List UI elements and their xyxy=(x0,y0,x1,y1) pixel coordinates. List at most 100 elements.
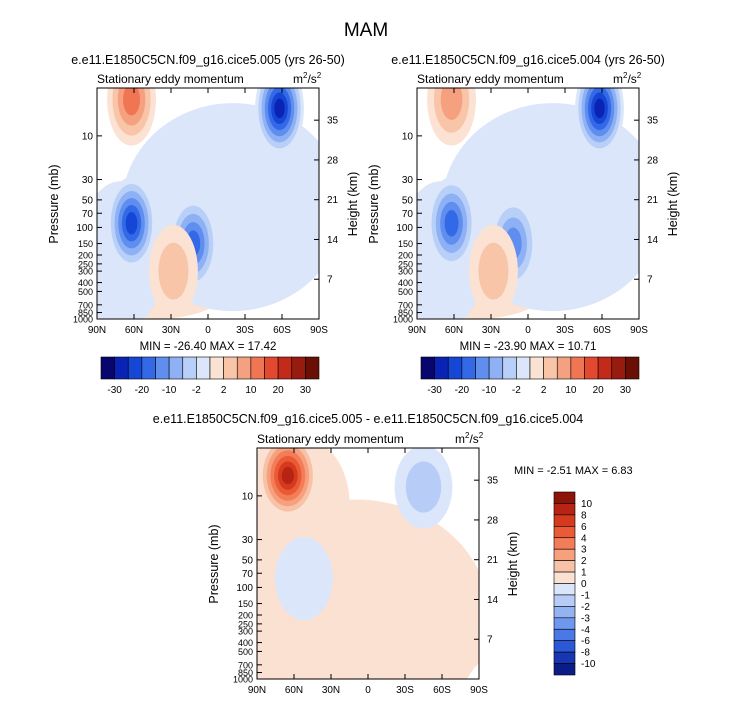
colorbar-label: 10 xyxy=(245,385,257,396)
pressure-tick-label: 100 xyxy=(236,583,253,594)
colorbar-label: -10 xyxy=(581,659,596,670)
variable-label: Stationary eddy momentum xyxy=(417,72,564,86)
x-tick-label: 60S xyxy=(433,685,451,696)
contour-level xyxy=(431,589,479,673)
colorbar-label: 2 xyxy=(581,556,587,567)
colorbar-swatch xyxy=(168,356,184,380)
case-title: e.e11.E1850C5CN.f09_g16.cice5.004 (yrs 2… xyxy=(391,53,665,67)
x-tick-label: 30N xyxy=(482,325,500,336)
contour-level xyxy=(158,242,189,300)
pressure-tick-label: 500 xyxy=(78,287,93,297)
height-tick-label: 28 xyxy=(327,155,339,166)
x-tick-label: 60N xyxy=(125,325,143,336)
colorbar-label: 3 xyxy=(581,545,587,556)
pressure-tick-label: 850 xyxy=(398,308,413,318)
min-max-stats: MIN = -23.90 MAX = 10.71 xyxy=(460,341,597,353)
colorbar-swatch xyxy=(502,356,517,380)
pressure-tick-label: 100 xyxy=(396,223,413,234)
colorbar-label: 10 xyxy=(581,499,593,510)
pressure-tick-label: 150 xyxy=(238,599,253,609)
colorbar-swatch xyxy=(553,594,576,607)
colorbar-swatch xyxy=(127,356,143,380)
height-tick-label: 21 xyxy=(327,195,339,206)
colorbar-swatch xyxy=(553,663,576,676)
pressure-tick-label: 1000 xyxy=(233,675,253,685)
x-tick-label: 90N xyxy=(248,685,266,696)
pressure-tick-label: 30 xyxy=(402,175,414,186)
colorbar-label: -10 xyxy=(482,385,497,396)
colorbar-label: -4 xyxy=(581,625,590,636)
height-tick-label: 35 xyxy=(487,476,499,487)
colorbar-swatch xyxy=(553,560,576,573)
variable-label: Stationary eddy momentum xyxy=(97,72,244,86)
height-tick-label: 28 xyxy=(647,155,659,166)
panel-top-left: e.e11.E1850C5CN.f09_g16.cice5.005 (yrs 2… xyxy=(47,53,360,396)
height-tick-label: 21 xyxy=(647,195,659,206)
contour-level xyxy=(478,242,509,300)
colorbar-label: 4 xyxy=(581,533,587,544)
x-tick-label: 30S xyxy=(236,325,254,336)
pressure-tick-label: 1000 xyxy=(393,315,413,325)
pressure-tick-label: 30 xyxy=(242,535,254,546)
colorbar-label: 1 xyxy=(581,568,587,579)
pressure-tick-label: 400 xyxy=(78,278,93,288)
colorbar-label: 10 xyxy=(565,385,577,396)
x-tick-label: 0 xyxy=(365,685,371,696)
colorbar-swatch xyxy=(553,583,576,596)
min-max-stats: MIN = -2.51 MAX = 6.83 xyxy=(514,465,633,477)
colorbar-swatch xyxy=(584,356,599,380)
pressure-tick-label: 30 xyxy=(82,175,94,186)
contour-level xyxy=(274,98,285,119)
colorbar-swatch xyxy=(556,356,572,380)
pressure-tick-label: 150 xyxy=(398,239,413,249)
contour-level xyxy=(440,88,463,120)
units-label: m2/s2 xyxy=(613,71,642,86)
colorbar-swatch xyxy=(223,356,238,380)
pressure-axis-label: Pressure (mb) xyxy=(47,164,61,243)
x-tick-label: 60S xyxy=(273,325,291,336)
x-tick-label: 90N xyxy=(408,325,426,336)
units-label: m2/s2 xyxy=(455,431,484,446)
colorbar-label: -8 xyxy=(581,648,590,659)
pressure-tick-label: 250 xyxy=(238,619,253,629)
pressure-axis-label: Pressure (mb) xyxy=(207,524,221,603)
colorbar-swatch xyxy=(529,356,544,380)
pressure-tick-label: 500 xyxy=(398,287,413,297)
height-tick-label: 35 xyxy=(327,116,339,127)
colorbar-swatch xyxy=(196,356,211,380)
colorbar-label: 6 xyxy=(581,522,587,533)
pressure-tick-label: 400 xyxy=(398,278,413,288)
contour-level xyxy=(281,466,294,485)
height-axis-label: Height (km) xyxy=(346,172,360,237)
pressure-tick-label: 700 xyxy=(238,660,253,670)
colorbar-swatch xyxy=(461,356,476,380)
colorbar-swatch xyxy=(553,651,576,664)
colorbar-swatch xyxy=(553,548,576,561)
colorbar-swatch xyxy=(277,356,293,380)
figure-title: MAM xyxy=(344,20,388,41)
x-tick-label: 60N xyxy=(445,325,463,336)
pressure-tick-label: 70 xyxy=(402,209,414,220)
colorbar-label: 0 xyxy=(581,579,587,590)
pressure-tick-label: 400 xyxy=(238,638,253,648)
colorbar-swatch xyxy=(570,356,585,380)
pressure-tick-label: 50 xyxy=(242,555,254,566)
x-tick-label: 60N xyxy=(285,685,303,696)
x-tick-label: 30S xyxy=(396,685,414,696)
colorbar-swatch xyxy=(597,356,613,380)
colorbar-swatch xyxy=(141,356,156,380)
colorbar-label: 2 xyxy=(541,385,547,396)
colorbar-swatch xyxy=(611,356,626,380)
pressure-tick-label: 200 xyxy=(78,251,93,261)
colorbar-label: 30 xyxy=(300,385,312,396)
units-label: m2/s2 xyxy=(293,71,322,86)
colorbar-swatch xyxy=(553,491,576,504)
contour-level xyxy=(123,88,141,116)
height-axis-label: Height (km) xyxy=(506,532,520,597)
colorbar-swatch xyxy=(264,356,279,380)
height-tick-label: 14 xyxy=(327,235,339,246)
colorbar-swatch xyxy=(475,356,490,380)
contour-level xyxy=(594,98,605,119)
pressure-tick-label: 100 xyxy=(76,223,93,234)
panel-difference: e.e11.E1850C5CN.f09_g16.cice5.005 - e.e1… xyxy=(153,412,633,696)
